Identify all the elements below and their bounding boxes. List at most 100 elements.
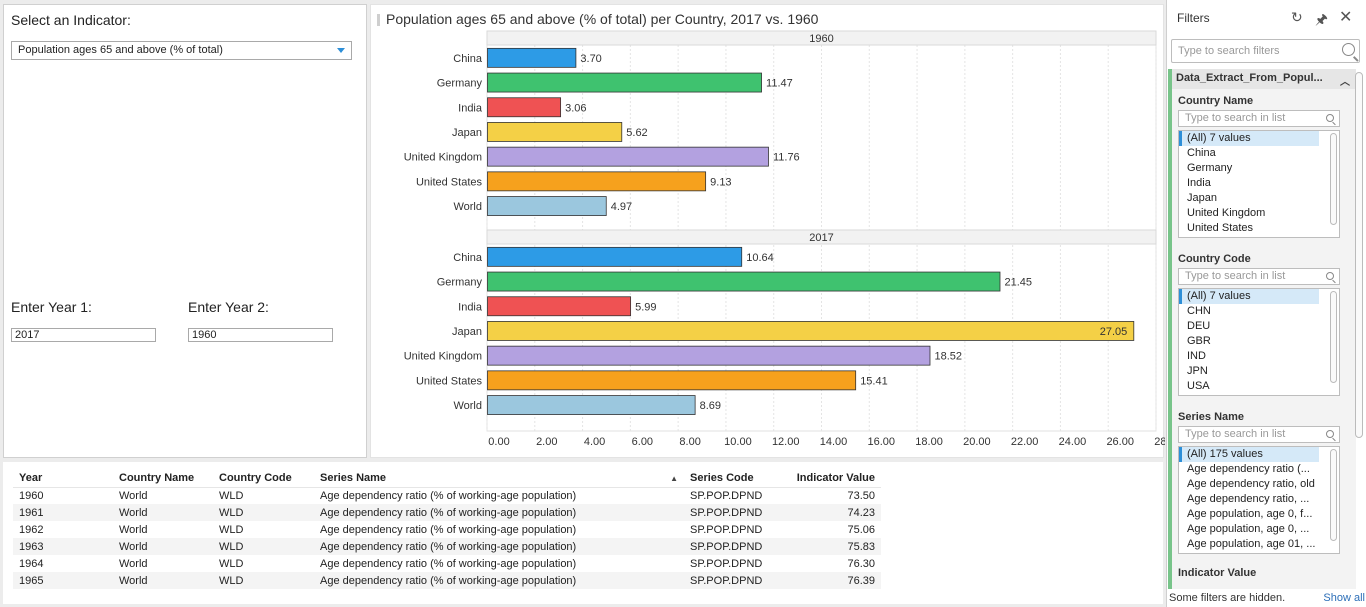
bar-2017-china[interactable] (487, 246, 743, 267)
filter-list-scrollbar[interactable] (1330, 449, 1337, 541)
x-tick-label: 22.00 (1011, 436, 1039, 448)
filter-list-search-input[interactable]: Type to search in list (1178, 268, 1340, 285)
filter-list-item[interactable]: Age population, age 0, ... (1187, 523, 1310, 535)
bar-1960-china[interactable] (487, 47, 577, 68)
filters-panel: Filters ↻ 🖈 ✕ Type to search filters Dat… (1166, 0, 1366, 607)
filter-search-placeholder: Type to search filters (1178, 45, 1280, 57)
bar-2017-united-kingdom[interactable] (487, 345, 931, 366)
filter-list-search-input[interactable]: Type to search in list (1178, 426, 1340, 443)
year-cell: 1960 (19, 489, 44, 502)
filter-title: Series Name (1178, 411, 1245, 423)
filter-list-item[interactable]: Age dependency ratio, ... (1187, 493, 1310, 505)
panel-header-label: 2017 (809, 232, 833, 244)
bar-1960-world[interactable] (487, 196, 607, 216)
bar-2017-india[interactable] (487, 296, 632, 317)
filter-list-item[interactable]: United States (1187, 222, 1254, 234)
x-tick-label: 24.00 (1059, 436, 1087, 448)
year1-input[interactable] (11, 328, 156, 342)
column-header-country-code[interactable]: Country Code (213, 470, 314, 488)
data-label: 11.76 (773, 152, 800, 164)
country-code-cell: WLD (213, 504, 314, 521)
column-header-indicator-value[interactable]: Indicator Value (787, 470, 881, 488)
indicator-value-cell: 76.30 (847, 557, 875, 570)
column-header-series-code[interactable]: Series Code (684, 470, 787, 488)
bar-1960-japan[interactable] (487, 122, 623, 142)
close-icon[interactable]: ✕ (1339, 9, 1353, 26)
bar-1960-united-kingdom[interactable] (487, 146, 769, 167)
filter-list-item[interactable]: DEU (1187, 320, 1211, 332)
filters-header: Filters ↻ 🖈 ✕ (1167, 0, 1366, 36)
filters-scrollbar[interactable] (1355, 72, 1363, 438)
series-name-cell: Age dependency ratio (% of working-age p… (320, 523, 577, 536)
filter-list-search-input[interactable]: Type to search in list (1178, 110, 1340, 127)
category-label: World (453, 400, 482, 412)
filter-group-header[interactable]: Data_Extract_From_Popul... ︿ (1172, 69, 1356, 89)
filter-list-item[interactable]: JPN (1187, 365, 1208, 377)
x-tick-label: 18.00 (915, 436, 943, 448)
bar-1960-germany[interactable] (487, 72, 762, 93)
filter-list-scrollbar[interactable] (1330, 133, 1337, 225)
bar-chart[interactable]: 1960 China 3.70 Germany 11.47 India 3.06 Japan 5… (371, 5, 1165, 459)
table-row[interactable]: 1961 World WLD Age dependency ratio (% of w… (13, 504, 881, 521)
filter-list-item[interactable]: Age population, age 01, ... (1187, 538, 1316, 550)
filter-list-scrollbar[interactable] (1330, 291, 1337, 383)
bar-1960-united-states[interactable] (487, 171, 707, 192)
column-header-series-name[interactable]: Series Name ▲ (314, 470, 684, 488)
chevron-up-icon[interactable]: ︿ (1340, 77, 1350, 88)
indicator-dropdown[interactable]: Population ages 65 and above (% of total… (11, 41, 352, 60)
filter-list-item[interactable]: (All) 7 values (1179, 289, 1319, 304)
filter-list-item[interactable]: USA (1187, 380, 1210, 392)
x-tick-label: 26.00 (1106, 436, 1134, 448)
table-row[interactable]: 1960 World WLD Age dependency ratio (% of w… (13, 487, 881, 504)
filter-value-list: (All) 175 values Age dependency ratio (..… (1178, 446, 1340, 554)
filter-list-item[interactable]: (All) 175 values (1179, 447, 1319, 462)
pin-icon[interactable]: 🖈 (1315, 11, 1328, 27)
bar-1960-india[interactable] (487, 97, 562, 118)
table-row[interactable]: 1964 World WLD Age dependency ratio (% of w… (13, 555, 881, 572)
filter-list-item[interactable]: Japan (1187, 192, 1217, 204)
bar-2017-united-states[interactable] (487, 370, 857, 391)
chevron-down-icon[interactable] (337, 48, 345, 53)
data-label: 27.05 (1100, 326, 1128, 338)
filter-list-item[interactable]: CHN (1187, 305, 1211, 317)
sort-ascending-icon[interactable]: ▲ (670, 474, 678, 484)
table-row[interactable]: 1962 World WLD Age dependency ratio (% of w… (13, 521, 881, 538)
bar-2017-japan[interactable] (487, 321, 1135, 341)
year-cell: 1962 (19, 523, 44, 536)
filter-list-item[interactable]: Age population, age 0, f... (1187, 508, 1313, 520)
bar-2017-germany[interactable] (487, 271, 1001, 292)
filter-search-input[interactable]: Type to search filters (1171, 39, 1360, 63)
search-icon (1326, 272, 1334, 280)
table-row[interactable]: 1963 World WLD Age dependency ratio (% of w… (13, 538, 881, 555)
filter-group-name: Data_Extract_From_Popul... (1176, 72, 1323, 84)
reset-icon[interactable]: ↻ (1291, 9, 1303, 25)
filter-list-item[interactable]: (All) 7 values (1179, 131, 1319, 146)
data-label: 5.62 (626, 127, 647, 139)
country-code-cell: WLD (213, 538, 314, 555)
year-cell: 1964 (19, 557, 44, 570)
filter-list-item[interactable]: India (1187, 177, 1211, 189)
column-header-year[interactable]: Year (13, 470, 113, 488)
data-label: 18.52 (934, 351, 962, 363)
bar-2017-world[interactable] (487, 395, 696, 415)
country-name-cell: World (113, 572, 213, 589)
indicator-value-cell: 73.50 (847, 489, 875, 502)
indicator-dropdown-value: Population ages 65 and above (% of total… (18, 44, 223, 56)
filter-list-item[interactable]: Germany (1187, 162, 1233, 174)
series-code-cell: SP.POP.DPND (684, 504, 787, 521)
data-label: 9.13 (710, 176, 731, 188)
series-code-cell: SP.POP.DPND (684, 572, 787, 589)
series-name-cell: Age dependency ratio (% of working-age p… (320, 557, 577, 570)
filter-list-item[interactable]: United Kingdom (1187, 207, 1266, 219)
filter-list-item[interactable]: IND (1187, 350, 1206, 362)
show-all-link[interactable]: Show all (1323, 592, 1365, 604)
filter-list-item[interactable]: Age dependency ratio (... (1187, 463, 1310, 475)
filter-list-item[interactable]: Age dependency ratio, old (1187, 478, 1315, 490)
series-code-cell: SP.POP.DPND (684, 538, 787, 555)
filter-list-item[interactable]: GBR (1187, 335, 1211, 347)
column-header-country-name[interactable]: Country Name (113, 470, 213, 488)
year2-input[interactable] (188, 328, 333, 342)
table-row[interactable]: 1965 World WLD Age dependency ratio (% of w… (13, 572, 881, 589)
series-name-cell: Age dependency ratio (% of working-age p… (314, 538, 684, 555)
filter-list-item[interactable]: China (1187, 147, 1216, 159)
